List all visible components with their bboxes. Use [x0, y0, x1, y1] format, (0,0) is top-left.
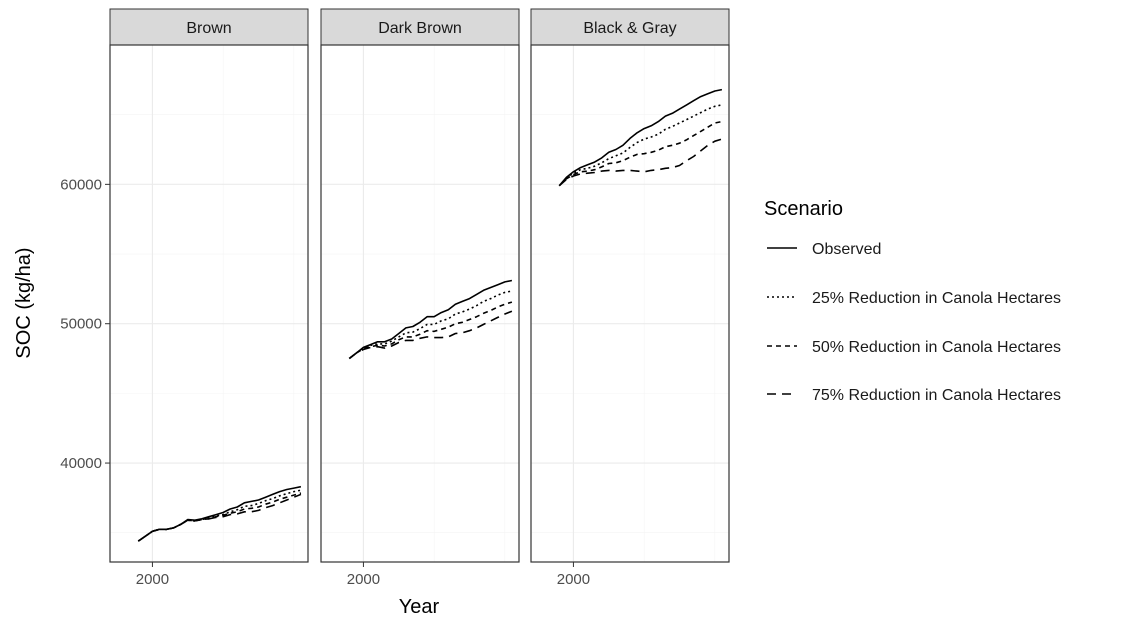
strip-black-and-gray [530, 8, 730, 46]
panel-border [109, 44, 309, 563]
legend-label-25-reduction-in-canola-hectares: 25% Reduction in Canola Hectares [812, 290, 1061, 307]
legend-title: Scenario [764, 198, 843, 220]
legend-label-observed: Observed [812, 241, 881, 258]
legend-label-50-reduction-in-canola-hectares: 50% Reduction in Canola Hectares [812, 339, 1061, 356]
strip-label-black-and-gray: Black & Gray [583, 20, 676, 37]
x-tick-label: 2000 [136, 571, 169, 588]
series-line-dark-brown-75-reduction-in-canola-hectares [348, 310, 513, 360]
y-tick-label: 40000 [60, 455, 102, 472]
y-axis-title: SOC (kg/ha) [13, 247, 35, 358]
series-line-brown-75-reduction-in-canola-hectares [137, 493, 302, 542]
series-line-dark-brown-25-reduction-in-canola-hectares [348, 290, 513, 360]
strip-brown [109, 8, 309, 46]
series-line-black-and-gray-75-reduction-in-canola-hectares [558, 138, 723, 187]
series-line-brown-50-reduction-in-canola-hectares [137, 492, 302, 542]
y-tick-label: 60000 [60, 176, 102, 193]
series-line-black-and-gray-50-reduction-in-canola-hectares [558, 120, 723, 187]
strip-label-brown: Brown [186, 20, 231, 37]
panel-brown: Brown 2000 40000 50000 60000 [60, 8, 309, 588]
legend-label-75-reduction-in-canola-hectares: 75% Reduction in Canola Hectares [812, 387, 1061, 404]
legend: Scenario Observed 25% Reduction in Canola… [764, 198, 1061, 404]
strip-dark-brown [320, 8, 520, 46]
series-line-black-and-gray-observed [558, 88, 723, 187]
x-axis-title: Year [399, 596, 440, 618]
x-tick-label: 2000 [557, 571, 590, 588]
panel-border [320, 44, 520, 563]
series-line-black-and-gray-25-reduction-in-canola-hectares [558, 104, 723, 187]
panel-black-and-gray: Black & Gray 2000 [530, 8, 730, 588]
strip-label-dark-brown: Dark Brown [378, 20, 462, 37]
series-line-dark-brown-observed [348, 279, 513, 360]
series-line-dark-brown-50-reduction-in-canola-hectares [348, 301, 513, 360]
y-tick-label: 50000 [60, 316, 102, 333]
x-tick-label: 2000 [347, 571, 380, 588]
series-line-brown-25-reduction-in-canola-hectares [137, 489, 302, 542]
panel-border [530, 44, 730, 563]
panel-dark-brown: Dark Brown 2000 [320, 8, 520, 588]
